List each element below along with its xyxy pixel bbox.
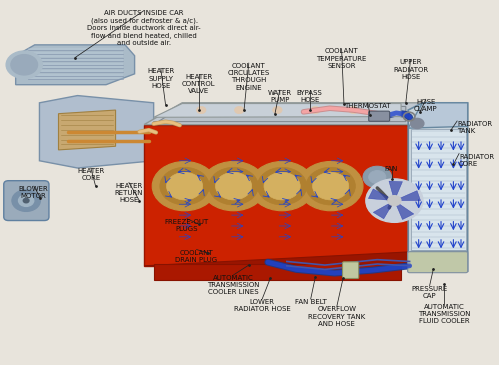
Text: HEATER
RETURN
HOSE: HEATER RETURN HOSE — [115, 182, 143, 203]
Circle shape — [160, 167, 209, 205]
Polygon shape — [58, 110, 116, 150]
Circle shape — [216, 172, 251, 200]
Text: COOLANT
DRAIN PLUG: COOLANT DRAIN PLUG — [176, 250, 218, 263]
Polygon shape — [154, 104, 401, 117]
FancyBboxPatch shape — [369, 111, 390, 121]
Text: FAN: FAN — [385, 166, 398, 172]
Polygon shape — [373, 201, 394, 219]
Circle shape — [197, 107, 206, 114]
Text: HEATER
CORE: HEATER CORE — [77, 168, 104, 181]
Circle shape — [209, 167, 258, 205]
Circle shape — [312, 172, 349, 200]
Circle shape — [298, 161, 363, 211]
Polygon shape — [39, 96, 154, 168]
Circle shape — [235, 107, 244, 114]
Polygon shape — [408, 103, 468, 128]
Circle shape — [363, 166, 392, 188]
Circle shape — [349, 107, 358, 114]
Polygon shape — [368, 189, 394, 201]
Circle shape — [257, 167, 307, 205]
Circle shape — [369, 170, 386, 184]
Text: AIR DUCTS INSIDE CAR
(also used for defroster & a/c).
Doors inside ductwork dire: AIR DUCTS INSIDE CAR (also used for defr… — [87, 11, 201, 46]
Text: PRESSURE
CAP: PRESSURE CAP — [412, 286, 448, 299]
Text: HOSE
CLAMP: HOSE CLAMP — [414, 99, 438, 112]
Circle shape — [12, 190, 40, 211]
Circle shape — [18, 195, 34, 206]
Text: BLOWER
MOTOR: BLOWER MOTOR — [19, 186, 48, 199]
Text: WATER
PUMP: WATER PUMP — [267, 90, 292, 103]
Text: RADIATOR
TANK: RADIATOR TANK — [457, 121, 493, 134]
Polygon shape — [410, 251, 467, 271]
Text: HEATER
CONTROL
VALVE: HEATER CONTROL VALVE — [182, 74, 216, 94]
Text: BYPASS
HOSE: BYPASS HOSE — [297, 90, 322, 103]
FancyBboxPatch shape — [411, 129, 466, 250]
FancyBboxPatch shape — [408, 252, 468, 273]
Circle shape — [306, 167, 355, 205]
Circle shape — [201, 161, 266, 211]
FancyBboxPatch shape — [4, 181, 49, 220]
Circle shape — [167, 172, 203, 200]
Polygon shape — [144, 124, 411, 266]
Polygon shape — [154, 107, 406, 124]
Polygon shape — [408, 103, 468, 271]
Circle shape — [6, 51, 42, 78]
Polygon shape — [389, 181, 403, 201]
Text: FAN BELT: FAN BELT — [295, 299, 326, 305]
Circle shape — [23, 199, 29, 203]
Text: THERMOSTAT: THERMOSTAT — [344, 103, 391, 109]
Circle shape — [264, 172, 300, 200]
Text: RADIATOR
CORE: RADIATOR CORE — [459, 154, 494, 167]
Circle shape — [366, 179, 423, 222]
Circle shape — [250, 161, 314, 211]
Text: LOWER
RADIATOR HOSE: LOWER RADIATOR HOSE — [234, 299, 290, 312]
Polygon shape — [394, 201, 414, 220]
Polygon shape — [144, 251, 420, 266]
Polygon shape — [15, 45, 135, 85]
Text: AUTOMATIC
TRANSMISSION
COOLER LINES: AUTOMATIC TRANSMISSION COOLER LINES — [207, 275, 260, 295]
Text: COOLANT
CIRCULATES
THROUGH
ENGINE: COOLANT CIRCULATES THROUGH ENGINE — [228, 63, 270, 91]
Polygon shape — [394, 191, 421, 201]
Text: AUTOMATIC
TRANSMISSION
FLUID COOLER: AUTOMATIC TRANSMISSION FLUID COOLER — [418, 304, 470, 324]
Circle shape — [411, 118, 424, 128]
Circle shape — [388, 196, 401, 206]
Text: HEATER
SUPPLY
HOSE: HEATER SUPPLY HOSE — [147, 68, 175, 89]
Text: COOLANT
TEMPERATURE
SENSOR: COOLANT TEMPERATURE SENSOR — [316, 49, 367, 69]
Text: FREEZE-OUT
PLUGS: FREEZE-OUT PLUGS — [165, 219, 209, 232]
Text: OVERFLOW
RECOVERY TANK
AND HOSE: OVERFLOW RECOVERY TANK AND HOSE — [308, 306, 365, 327]
Circle shape — [311, 107, 320, 114]
Circle shape — [11, 55, 37, 75]
Polygon shape — [144, 103, 420, 124]
Circle shape — [373, 197, 392, 211]
Polygon shape — [154, 264, 401, 280]
Circle shape — [367, 193, 397, 216]
Circle shape — [152, 161, 217, 211]
Polygon shape — [411, 103, 420, 266]
Text: UPPER
RADIATOR
HOSE: UPPER RADIATOR HOSE — [393, 59, 428, 80]
Circle shape — [272, 107, 282, 114]
FancyBboxPatch shape — [342, 262, 359, 278]
